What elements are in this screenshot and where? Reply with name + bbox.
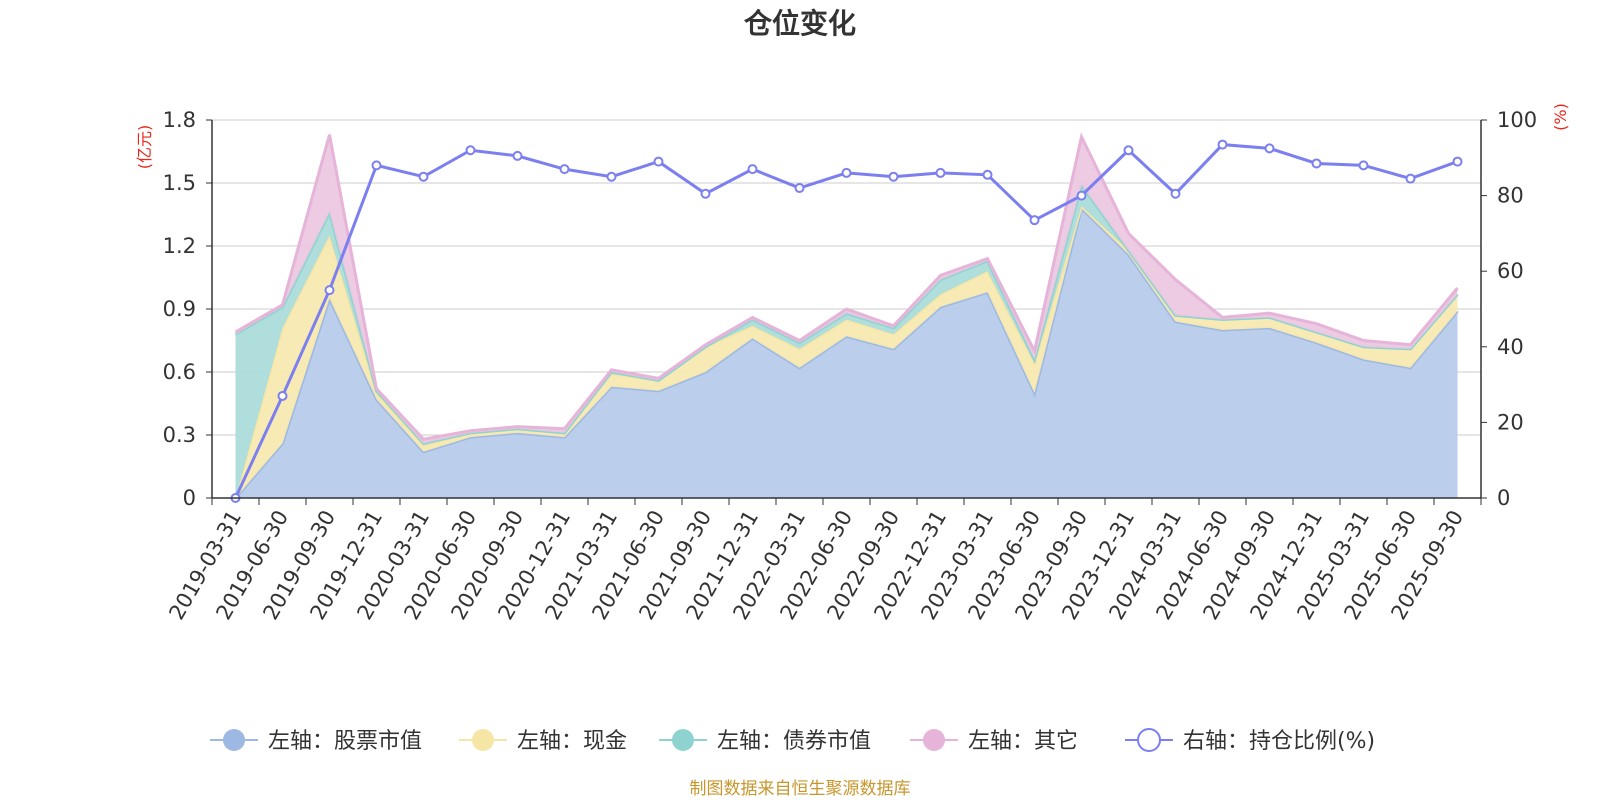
- holding-ratio-point: [1452, 156, 1463, 167]
- data-source-note: 制图数据来自恒生聚源数据库: [690, 779, 911, 799]
- holding-ratio-point: [371, 160, 382, 171]
- right-tick-label: 0: [1497, 486, 1510, 510]
- area-series: [234, 132, 1459, 499]
- legend-marker: [672, 729, 694, 751]
- holding-ratio-point: [1264, 143, 1275, 154]
- holding-ratio-point: [1029, 215, 1040, 226]
- right-tick-label: 100: [1497, 108, 1537, 132]
- area-0-fill: [235, 208, 1458, 498]
- legend-marker: [472, 729, 494, 751]
- legend: 左轴：股票市值 左轴：现金 左轴：债券市值 左轴：其它 右轴：持仓比例(%): [210, 728, 1375, 754]
- legend-label: 左轴：其它: [968, 729, 1078, 754]
- left-axis-unit: (亿元): [135, 125, 154, 170]
- holding-ratio-point: [841, 167, 852, 178]
- holding-ratio-point: [324, 285, 335, 296]
- legend-marker: [223, 729, 245, 751]
- left-tick-label: 0.6: [163, 360, 196, 384]
- left-tick-label: 0.3: [163, 423, 196, 447]
- legend-label: 左轴：现金: [517, 729, 627, 754]
- right-tick-label: 40: [1497, 335, 1524, 359]
- chart-title: 仓位变化: [744, 7, 856, 40]
- holding-ratio-point: [794, 183, 805, 194]
- holding-ratio-point: [982, 169, 993, 180]
- holding-ratio-point: [418, 171, 429, 182]
- holding-ratio-point: [1170, 188, 1181, 199]
- holding-ratio-point: [747, 164, 758, 175]
- left-tick-label: 0: [183, 486, 196, 510]
- legend-marker: [1137, 728, 1161, 752]
- left-tick-label: 1.2: [163, 234, 196, 258]
- holding-ratio-point: [1217, 139, 1228, 150]
- holding-ratio-point: [277, 390, 288, 401]
- area-3-edge: [234, 132, 1459, 441]
- right-axis-unit: (%): [1551, 103, 1570, 131]
- holding-ratio-point: [606, 171, 617, 182]
- holding-ratio-point: [1405, 173, 1416, 184]
- holding-ratio-point: [465, 145, 476, 156]
- legend-label: 左轴：债券市值: [717, 729, 871, 754]
- holding-ratio-point: [512, 150, 523, 161]
- legend-label: 右轴：持仓比例(%): [1183, 729, 1375, 754]
- right-tick-label: 20: [1497, 410, 1524, 434]
- holding-ratio-point: [1123, 145, 1134, 156]
- right-tick-label: 60: [1497, 259, 1524, 283]
- holding-ratio-point: [888, 171, 899, 182]
- holding-ratio-point: [1076, 190, 1087, 201]
- holding-ratio-point: [653, 156, 664, 167]
- holding-ratio-point: [1311, 158, 1322, 169]
- left-tick-label: 0.9: [163, 297, 196, 321]
- legend-label: 左轴：股票市值: [268, 729, 422, 754]
- left-tick-label: 1.8: [163, 108, 196, 132]
- right-tick-label: 80: [1497, 184, 1524, 208]
- legend-marker: [923, 729, 945, 751]
- holding-ratio-point: [1358, 160, 1369, 171]
- holding-ratio-point: [559, 164, 570, 175]
- holding-ratio-point: [935, 167, 946, 178]
- left-tick-label: 1.5: [163, 171, 196, 195]
- line-series: [230, 139, 1463, 503]
- holding-ratio-point: [700, 188, 711, 199]
